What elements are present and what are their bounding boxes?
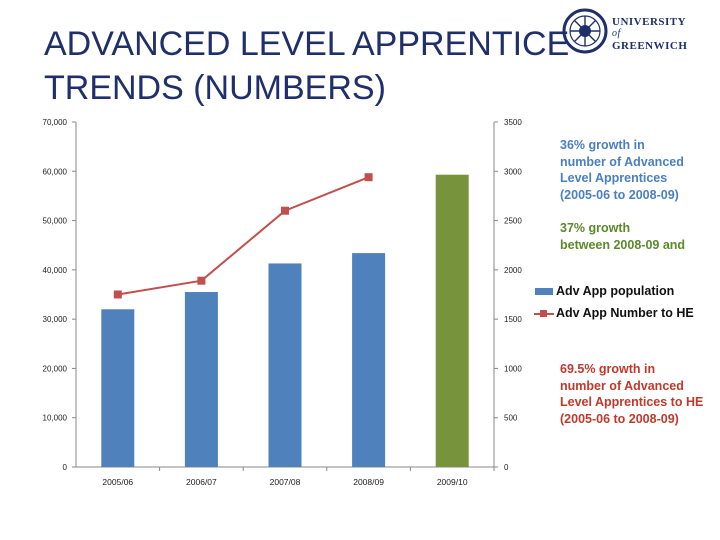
line-point-marker <box>197 276 206 285</box>
y-left-tick-label: 30,000 <box>43 315 68 324</box>
y-right-tick-label: 0 <box>504 463 509 472</box>
y-left-tick-label: 40,000 <box>43 266 68 275</box>
annotation-line: 36% growth in <box>560 138 645 152</box>
x-tick-label: 2006/07 <box>186 477 217 487</box>
page-title-line-1: ADVANCED LEVEL APPRENTICE <box>44 25 570 63</box>
annotation-line: 69.5% growth in <box>560 362 656 376</box>
annotation-line: 37% growth <box>560 221 631 235</box>
y-right-tick-label: 1000 <box>504 364 522 373</box>
bar <box>184 292 218 467</box>
university-logo-text: UNIVERSITY of GREENWICH <box>612 16 687 52</box>
y-left-tick-label: 50,000 <box>43 217 68 226</box>
logo-of: of <box>612 28 621 39</box>
x-tick-label: 2007/08 <box>270 477 301 487</box>
legend-line-label: Adv App Number to HE <box>556 306 694 320</box>
x-tick-label: 2008/09 <box>353 477 384 487</box>
logo-greenwich: GREENWICH <box>612 40 688 52</box>
y-left-tick-label: 60,000 <box>43 167 68 176</box>
he-line <box>117 176 369 296</box>
x-tick-label: 2009/10 <box>437 477 468 487</box>
y-left-tick-label: 10,000 <box>43 414 68 423</box>
y-left-tick-label: 70,000 <box>43 118 68 127</box>
y-right-tick-label: 3000 <box>504 167 522 176</box>
annotation-recent-growth: 37% growth between 2008-09 and <box>560 220 710 253</box>
bar <box>268 263 302 467</box>
annotation-line: Level Apprentices to HE <box>560 395 704 409</box>
annotation-line: Level Apprentices <box>560 171 668 185</box>
annotation-population-growth: 36% growth in number of Advanced Level A… <box>560 137 710 203</box>
legend-bar-swatch <box>535 288 553 295</box>
page-title: ADVANCED LEVEL APPRENTICE TRENDS (NUMBER… <box>44 22 570 110</box>
bar <box>435 174 469 467</box>
y-right-tick-label: 2500 <box>504 217 522 226</box>
bar <box>352 253 386 467</box>
y-left-tick-label: 0 <box>63 463 68 472</box>
bar <box>101 309 135 467</box>
line-point-marker <box>364 173 373 182</box>
annotation-line: between 2008-09 and <box>560 237 686 252</box>
y-left-tick-label: 20,000 <box>43 364 68 373</box>
annotation-line: number of Advanced <box>560 154 684 169</box>
legend-marker-swatch <box>540 310 547 317</box>
annotation-line: number of Advanced <box>560 378 684 393</box>
y-right-tick-label: 1500 <box>504 315 522 324</box>
annotation-he-growth: 69.5% growth in number of Advanced Level… <box>560 361 715 427</box>
y-right-tick-label: 3500 <box>504 118 522 127</box>
annotation-line: (2005-06 to 2008-09) <box>560 411 679 426</box>
annotation-line: (2005-06 to 2008-09) <box>560 187 679 202</box>
x-tick-label: 2005/06 <box>102 477 133 487</box>
logo-university: UNIVERSITY <box>612 16 687 28</box>
page-title-line-2: TRENDS (NUMBERS) <box>44 69 386 107</box>
y-right-tick-label: 2000 <box>504 266 522 275</box>
line-point-marker <box>281 206 289 215</box>
line-point-marker <box>113 290 122 299</box>
legend-bar-label: Adv App population <box>556 284 675 298</box>
university-logo: UNIVERSITY of GREENWICH <box>562 6 692 62</box>
university-crest-icon <box>562 8 608 54</box>
y-right-tick-label: 500 <box>504 414 518 423</box>
